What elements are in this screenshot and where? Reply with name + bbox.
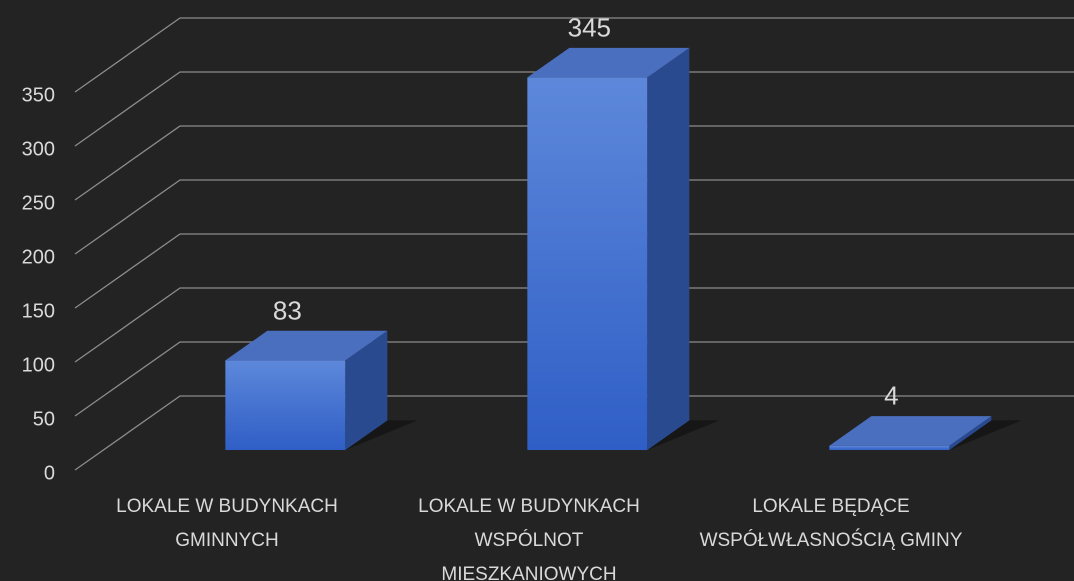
grid-line (74, 71, 1074, 147)
grid-line (74, 179, 1074, 255)
grid-line (74, 395, 1074, 471)
value-label: 345 (568, 12, 611, 42)
x-tick-label: LOKALE BĘDĄCE WSPÓŁWŁASNOŚCIĄ GMINY (699, 496, 963, 551)
bar-top (527, 47, 690, 78)
grid-line (74, 233, 1074, 309)
y-tick-label: 300 (22, 138, 55, 160)
bar-top (225, 330, 388, 361)
y-tick-label: 200 (22, 246, 55, 268)
y-tick-label: 50 (33, 408, 55, 430)
bar-side (647, 47, 690, 451)
y-tick-label: 100 (22, 354, 55, 376)
bar-side (949, 416, 992, 451)
bar-side (345, 330, 388, 451)
grid-line (74, 287, 1074, 363)
value-label: 4 (884, 381, 898, 411)
bar-front (527, 77, 648, 451)
grid-line (74, 125, 1074, 201)
y-tick-label: 250 (22, 192, 55, 214)
y-tick-label: 350 (22, 84, 55, 106)
grid-line (74, 341, 1074, 417)
bar-top (829, 416, 992, 446)
grid-line (74, 17, 1074, 93)
x-tick-label: LOKALE W BUDYNKACH GMINNYCH (116, 496, 338, 551)
y-tick-label: 150 (22, 300, 55, 322)
x-tick-label: LOKALE W BUDYNKACH WSPÓLNOT MIESZKANIOWY… (418, 496, 640, 581)
value-label: 83 (273, 295, 302, 325)
bar-front (829, 445, 950, 451)
y-tick-label: 0 (44, 462, 55, 484)
bar-front (225, 360, 346, 451)
